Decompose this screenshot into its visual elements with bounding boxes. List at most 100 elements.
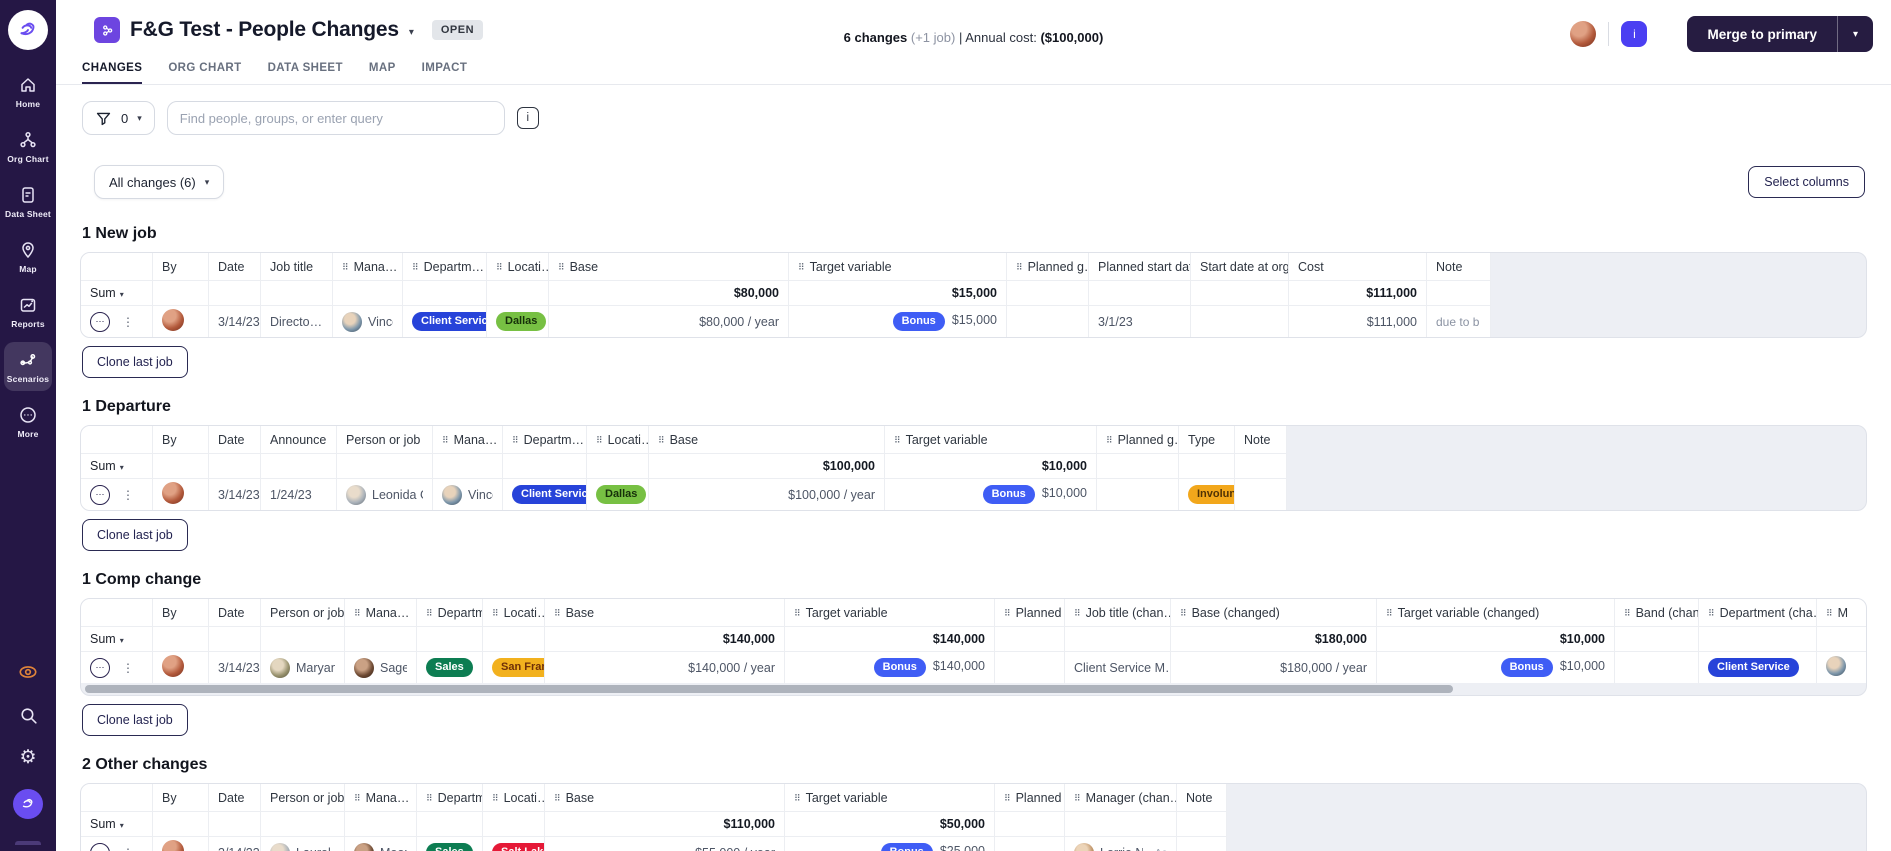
col-manager-changed[interactable]: ⠿ Manager (chan… — [1065, 784, 1177, 812]
drag-handle-icon[interactable]: ⠿ — [1624, 607, 1631, 618]
base-cell[interactable]: $80,000 / year — [549, 306, 789, 337]
drag-handle-icon[interactable]: ⠿ — [1386, 607, 1393, 618]
col-manager[interactable]: ⠿ Mana… — [345, 599, 417, 627]
person-cell[interactable]: Laurel Reitl — [261, 837, 345, 851]
title-dropdown-caret-icon[interactable]: ▾ — [408, 26, 414, 38]
col-target-variable[interactable]: ⠿ Target variable — [785, 599, 995, 627]
manager-cell[interactable]: Moon — [345, 837, 417, 851]
drag-handle-icon[interactable]: ⠿ — [554, 607, 561, 618]
drag-handle-icon[interactable]: ⠿ — [354, 792, 361, 803]
planned-g-cell[interactable] — [995, 837, 1065, 851]
sidebar-item-more[interactable]: More — [4, 397, 52, 446]
col-by[interactable]: By — [153, 253, 209, 281]
note-cell[interactable] — [1177, 837, 1227, 851]
col-manager[interactable]: ⠿ Mana… — [333, 253, 403, 281]
settings-gear-icon[interactable]: ⚙ — [19, 747, 37, 768]
drag-handle-icon[interactable]: ⠿ — [1004, 792, 1011, 803]
department-cell[interactable]: Client Service — [403, 306, 487, 337]
col-base-changed[interactable]: ⠿ Base (changed) — [1171, 599, 1377, 627]
col-person[interactable]: Person or job — [261, 784, 345, 812]
info-button[interactable]: i — [516, 107, 539, 129]
user-avatar[interactable] — [1570, 21, 1597, 47]
col-date[interactable]: Date — [209, 253, 261, 281]
col-date[interactable]: Date — [209, 599, 261, 627]
col-job-title[interactable]: Job title — [261, 253, 333, 281]
base-cell[interactable]: $55,000 / year — [545, 837, 785, 851]
search-icon[interactable] — [18, 705, 39, 726]
sidebar-item-home[interactable]: Home — [4, 67, 52, 116]
drag-handle-icon[interactable]: ⠿ — [1826, 607, 1833, 618]
target-cell[interactable]: Bonus $10,000 — [885, 479, 1097, 510]
col-m-truncated[interactable]: ⠿ M — [1817, 599, 1866, 627]
tab-org-chart[interactable]: ORG CHART — [168, 62, 242, 74]
sidebar-item-scenarios[interactable]: Scenarios — [4, 342, 52, 391]
col-person[interactable]: Person or job — [261, 599, 345, 627]
department-cell[interactable]: Sales — [417, 652, 483, 683]
col-planned-g[interactable]: ⠿ Planned g… — [995, 599, 1065, 627]
drag-handle-icon[interactable]: ⠿ — [798, 261, 805, 272]
department-cell[interactable]: Sales — [417, 837, 483, 851]
drag-handle-icon[interactable]: ⠿ — [496, 261, 503, 272]
target-cell[interactable]: Bonus $140,000 — [785, 652, 995, 683]
drag-handle-icon[interactable]: ⠿ — [1180, 607, 1187, 618]
drag-handle-icon[interactable]: ⠿ — [342, 261, 349, 272]
location-cell[interactable]: Salt Lake Cit — [483, 837, 545, 851]
department-cell[interactable]: Client Service — [503, 479, 587, 510]
clone-last-job-button[interactable]: Clone last job — [82, 346, 188, 378]
col-location[interactable]: ⠿ Locati… — [483, 784, 545, 812]
col-by[interactable]: By — [153, 426, 209, 454]
col-planned-g[interactable]: ⠿ Planned g… — [995, 784, 1065, 812]
col-date[interactable]: Date — [209, 426, 261, 454]
charthop-logo[interactable] — [8, 10, 48, 50]
planned-g-cell[interactable] — [995, 652, 1065, 683]
col-planned-start-date[interactable]: Planned start date — [1089, 253, 1191, 281]
col-department-changed[interactable]: ⠿ Department (cha… — [1699, 599, 1817, 627]
manager-changed-cell[interactable]: Lorrie Nestle - Ac — [1065, 837, 1177, 851]
col-base[interactable]: ⠿ Base — [649, 426, 885, 454]
sidebar-item-reports[interactable]: Reports — [4, 287, 52, 336]
m-cell[interactable] — [1817, 652, 1866, 683]
col-base[interactable]: ⠿ Base — [549, 253, 789, 281]
col-target-variable[interactable]: ⠿ Target variable — [789, 253, 1007, 281]
planned-g-cell[interactable] — [1097, 479, 1179, 510]
workspace-badge[interactable]: i — [1621, 21, 1648, 47]
col-band-changed[interactable]: ⠿ Band (chan… — [1615, 599, 1699, 627]
drag-handle-icon[interactable]: ⠿ — [554, 792, 561, 803]
sum-caret-icon[interactable]: ▾ — [119, 290, 124, 299]
drag-handle-icon[interactable]: ⠿ — [794, 792, 801, 803]
manager-cell[interactable]: Vincen — [433, 479, 503, 510]
col-planned-g[interactable]: ⠿ Planned g… — [1007, 253, 1089, 281]
person-cell[interactable]: Leonida Gc — [337, 479, 433, 510]
location-cell[interactable]: Dallas — [487, 306, 549, 337]
sidebar-item-map[interactable]: Map — [4, 232, 52, 281]
base-changed-cell[interactable]: $180,000 / year — [1171, 652, 1377, 683]
location-cell[interactable]: San Francisc — [483, 652, 545, 683]
drag-handle-icon[interactable]: ⠿ — [442, 434, 449, 445]
drag-handle-icon[interactable]: ⠿ — [1074, 792, 1081, 803]
job-title-cell[interactable]: Directo… — [261, 306, 333, 337]
drag-handle-icon[interactable]: ⠿ — [492, 607, 499, 618]
note-cell[interactable] — [1235, 479, 1287, 510]
drag-handle-icon[interactable]: ⠿ — [658, 434, 665, 445]
col-location[interactable]: ⠿ Locati… — [587, 426, 649, 454]
sum-caret-icon[interactable]: ▾ — [119, 821, 124, 830]
drag-handle-icon[interactable]: ⠿ — [426, 607, 433, 618]
merge-to-primary-button[interactable]: Merge to primary — [1707, 26, 1817, 42]
comment-icon[interactable]: ⋯ — [90, 842, 110, 851]
drag-handle-icon[interactable]: ⠿ — [596, 434, 603, 445]
sum-caret-icon[interactable]: ▾ — [119, 463, 124, 472]
col-by[interactable]: By — [153, 784, 209, 812]
person-cell[interactable]: Maryann R — [261, 652, 345, 683]
kebab-menu-icon[interactable]: ⋮ — [122, 487, 134, 502]
col-manager[interactable]: ⠿ Mana… — [433, 426, 503, 454]
drag-handle-icon[interactable]: ⠿ — [558, 261, 565, 272]
start-at-org-cell[interactable] — [1191, 306, 1289, 337]
col-note[interactable]: Note — [1177, 784, 1227, 812]
base-cell[interactable]: $100,000 / year — [649, 479, 885, 510]
base-cell[interactable]: $140,000 / year — [545, 652, 785, 683]
band-changed-cell[interactable] — [1615, 652, 1699, 683]
preview-eye-icon[interactable] — [17, 661, 39, 683]
drag-handle-icon[interactable]: ⠿ — [1016, 261, 1023, 272]
col-department[interactable]: ⠿ Departm… — [417, 599, 483, 627]
col-type[interactable]: Type — [1179, 426, 1235, 454]
